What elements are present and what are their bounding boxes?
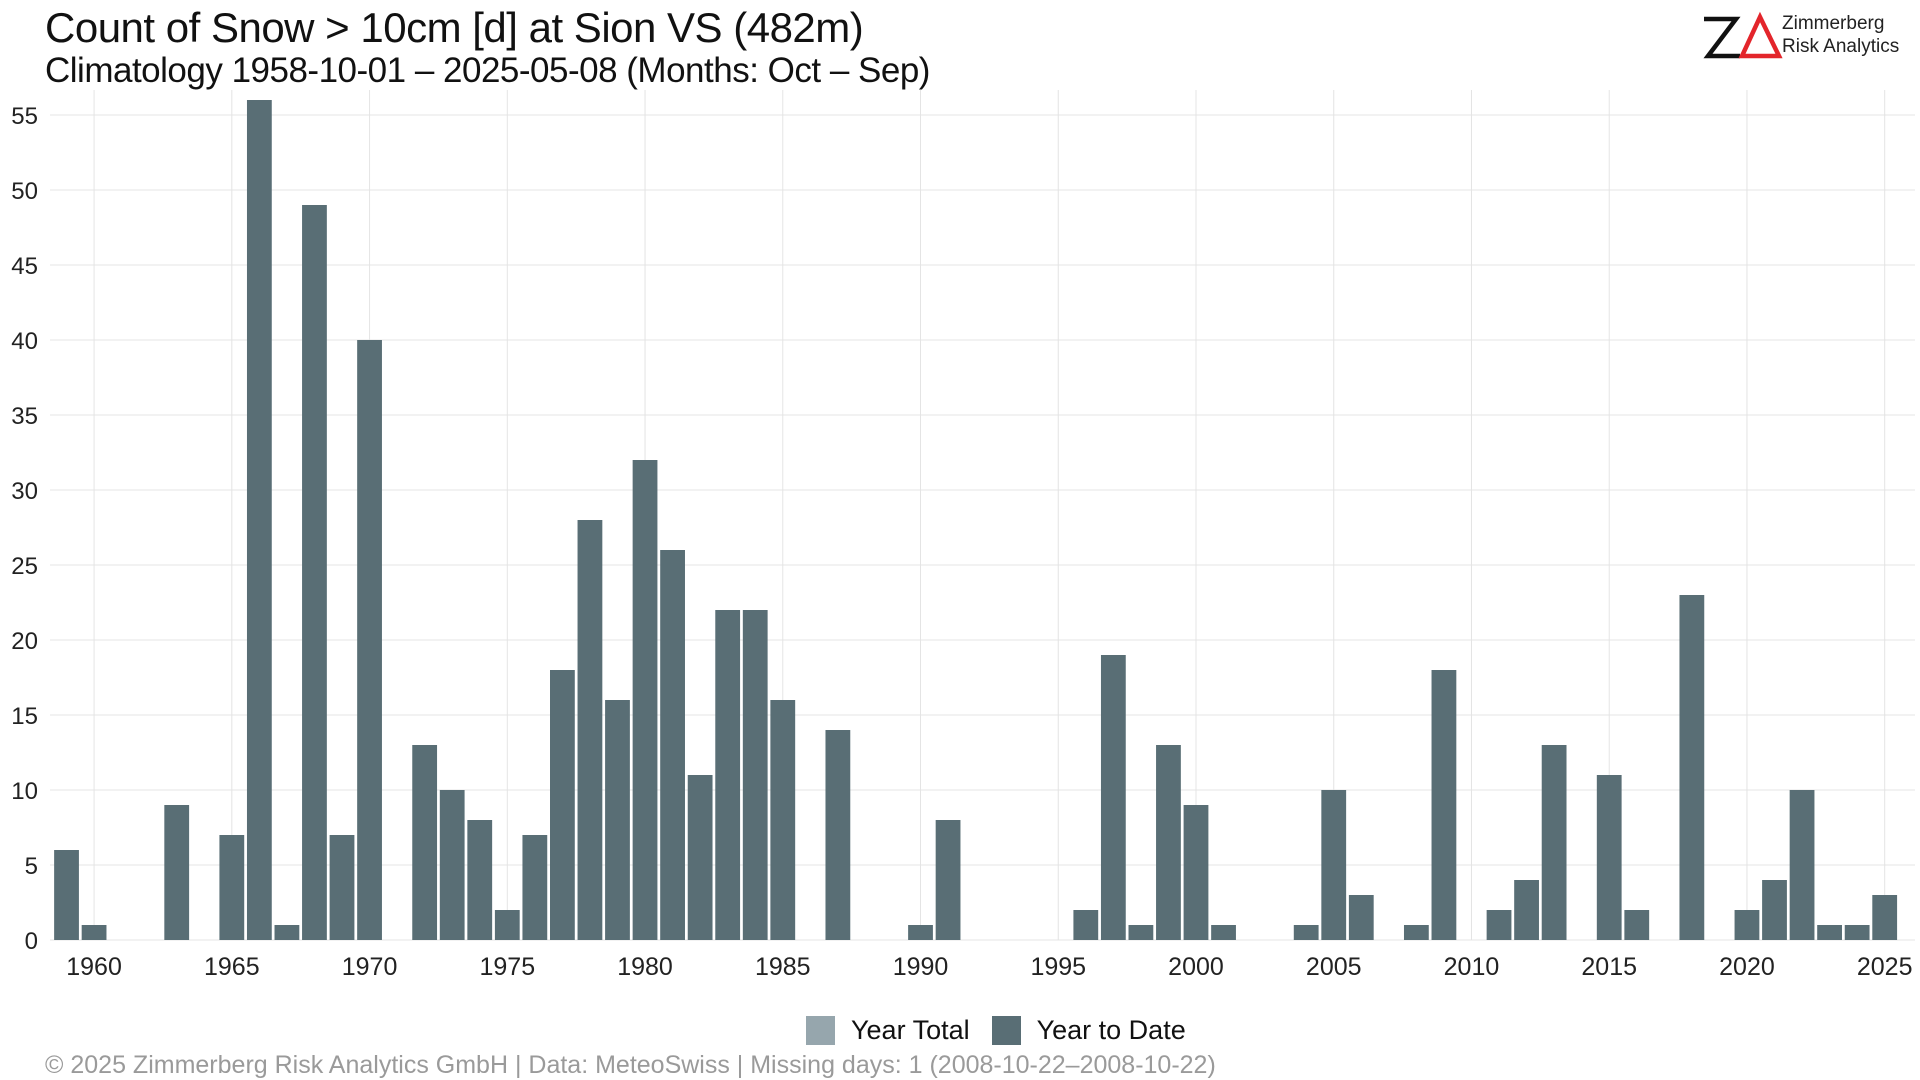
bar-2021 (1762, 880, 1787, 940)
x-tick-label: 1980 (617, 953, 673, 981)
bar-1970 (357, 340, 382, 940)
x-tick-label: 2015 (1581, 953, 1637, 981)
bar-2005 (1321, 790, 1347, 940)
y-tick-label: 45 (11, 253, 38, 280)
bar-2023 (1817, 925, 1842, 940)
y-tick-label: 40 (11, 328, 38, 355)
y-tick-label: 10 (11, 778, 38, 805)
bar-1977 (550, 670, 575, 940)
x-tick-label: 2005 (1306, 953, 1362, 981)
y-axis-tick-labels: 0 5 10 15 20 25 30 35 40 45 50 55 (11, 103, 38, 955)
bar-1981 (660, 550, 685, 940)
bar-2009 (1431, 670, 1457, 940)
bar-1980 (632, 460, 658, 940)
bar-1975 (494, 910, 520, 940)
bar-2011 (1486, 910, 1512, 940)
legend-swatch-year-to-date (991, 1015, 1021, 1045)
bar-1979 (605, 700, 630, 940)
bar-2008 (1403, 925, 1429, 940)
bar-2016 (1624, 910, 1650, 940)
bar-1966 (246, 100, 272, 940)
bar-1969 (329, 835, 355, 940)
bar-1983 (715, 610, 741, 940)
x-tick-label: 1995 (1030, 953, 1086, 981)
legend-swatch-year-total (806, 1015, 835, 1045)
logo-line-1: Zimmerberg (1782, 13, 1885, 34)
x-tick-label: 1970 (342, 953, 398, 981)
bar-1973 (439, 790, 465, 940)
y-tick-label: 15 (11, 703, 38, 730)
company-logo: Zimmerberg Risk Analytics (1700, 10, 1900, 62)
bar-2025 (1872, 895, 1898, 940)
x-tick-label: 2000 (1168, 953, 1224, 981)
x-tick-label: 2010 (1444, 953, 1500, 981)
legend-item-year-to-date: Year to Date (991, 1014, 1186, 1046)
legend-label-year-total: Year Total (851, 1014, 970, 1045)
chart-title: Count of Snow > 10cm [d] at Sion VS (482… (45, 4, 864, 51)
bar-2006 (1348, 895, 1374, 940)
y-tick-label: 25 (11, 553, 38, 580)
bar-1997 (1100, 655, 1126, 940)
bar-1965 (219, 835, 245, 940)
chart-subtitle: Climatology 1958-10-01 – 2025-05-08 (Mon… (45, 51, 930, 90)
bar-series-year-to-date (54, 100, 1898, 940)
bar-1984 (742, 610, 768, 940)
bar-1998 (1128, 925, 1154, 940)
x-tick-label: 1960 (66, 953, 122, 981)
bar-2020 (1734, 910, 1760, 940)
bar-1967 (274, 925, 300, 940)
bar-1972 (412, 745, 438, 940)
bar-2018 (1679, 595, 1705, 940)
bar-2013 (1541, 745, 1567, 940)
x-tick-label: 1990 (893, 953, 949, 981)
bar-2022 (1789, 790, 1815, 940)
x-tick-label: 1975 (479, 953, 535, 981)
bar-1987 (825, 730, 851, 940)
bar-1959 (54, 850, 79, 940)
logo-company-name: Zimmerberg Risk Analytics (1782, 12, 1899, 58)
bar-1985 (770, 700, 796, 940)
x-tick-label: 2025 (1857, 953, 1913, 981)
bar-2001 (1211, 925, 1236, 940)
footer-credits: © 2025 Zimmerberg Risk Analytics GmbH | … (45, 1051, 1216, 1079)
bar-2015 (1596, 775, 1622, 940)
bar-1999 (1156, 745, 1181, 940)
bar-1978 (577, 520, 603, 940)
bar-1968 (302, 205, 327, 940)
y-tick-label: 20 (11, 628, 38, 655)
bar-1982 (687, 775, 713, 940)
bar-1960 (81, 925, 107, 940)
chart-legend: Year Total Year to Date (806, 1014, 1208, 1046)
bar-1974 (467, 820, 493, 940)
x-tick-label: 1965 (204, 953, 260, 981)
x-tick-label: 2020 (1719, 953, 1775, 981)
logo-mark-icon (1703, 11, 1783, 59)
bar-1996 (1073, 910, 1099, 940)
bar-1991 (935, 820, 961, 940)
y-tick-label: 5 (25, 853, 38, 880)
bar-2024 (1844, 925, 1870, 940)
x-axis-tick-labels: 1960 1965 1970 1975 1980 1985 1990 1995 2000 2005… (66, 953, 1912, 981)
bar-1990 (908, 925, 933, 940)
bar-1963 (164, 805, 190, 940)
bar-2004 (1293, 925, 1319, 940)
y-tick-label: 0 (25, 928, 38, 955)
y-tick-label: 55 (11, 103, 38, 130)
y-tick-label: 35 (11, 403, 38, 430)
y-tick-label: 30 (11, 478, 38, 505)
legend-item-year-total: Year Total (806, 1015, 970, 1046)
bar-1976 (522, 835, 548, 940)
logo-line-2: Risk Analytics (1782, 36, 1900, 57)
legend-label-year-to-date: Year to Date (1036, 1014, 1186, 1045)
y-tick-label: 50 (11, 178, 38, 205)
x-tick-label: 1985 (755, 953, 811, 981)
bar-2000 (1183, 805, 1209, 940)
grid-lines (50, 90, 1915, 941)
bar-2012 (1514, 880, 1539, 940)
